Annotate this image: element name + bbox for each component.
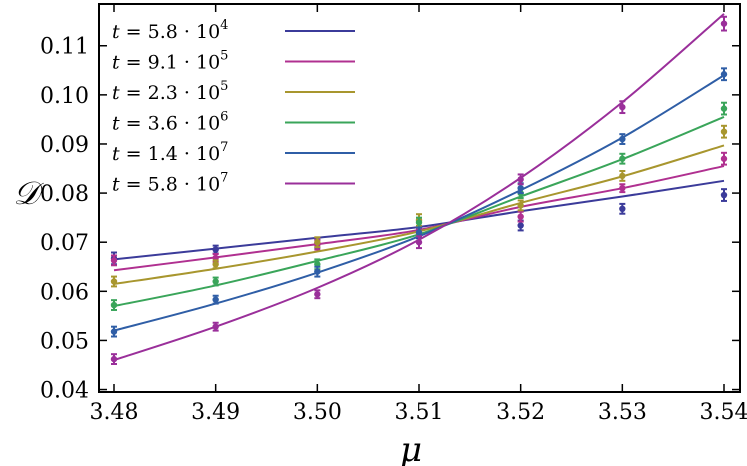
data-point bbox=[720, 128, 728, 135]
data-point bbox=[415, 229, 423, 236]
y-tick-label: 0.08 bbox=[40, 182, 89, 207]
x-tick-label: 3.51 bbox=[395, 400, 444, 425]
x-tick-label: 3.54 bbox=[700, 400, 747, 425]
data-point bbox=[619, 155, 626, 162]
y-tick-label: 0.05 bbox=[40, 329, 89, 354]
data-point bbox=[415, 239, 423, 246]
legend-label: t = 5.8 · 104 bbox=[112, 18, 228, 43]
x-ticks: 3.48 3.49 3.50 3.51 3.52 3.53 3.54 bbox=[90, 4, 747, 425]
legend-item: t = 5.8 · 107 bbox=[112, 171, 355, 196]
data-point bbox=[314, 239, 321, 246]
data-point bbox=[517, 213, 524, 220]
legend-label: t = 1.4 · 107 bbox=[112, 140, 228, 165]
data-point bbox=[110, 278, 118, 285]
legend-label: t = 2.3 · 105 bbox=[112, 79, 228, 104]
data-point bbox=[720, 191, 728, 199]
data-point bbox=[720, 71, 728, 78]
data-point bbox=[110, 257, 118, 264]
data-point bbox=[720, 105, 728, 112]
x-tick-label: 3.50 bbox=[293, 400, 342, 425]
series-4 bbox=[110, 67, 728, 338]
data-point bbox=[212, 261, 219, 268]
data-point bbox=[517, 222, 524, 229]
data-point bbox=[517, 202, 524, 209]
data-point bbox=[720, 155, 728, 162]
series-layer bbox=[110, 13, 728, 366]
data-point bbox=[212, 323, 219, 330]
data-point bbox=[619, 205, 626, 213]
x-tick-label: 3.52 bbox=[496, 400, 545, 425]
y-tick-label: 0.10 bbox=[40, 84, 89, 109]
legend: t = 5.8 · 104 t = 9.1 · 105 t = 2.3 · 105 t… bbox=[112, 18, 355, 196]
data-point bbox=[314, 291, 321, 298]
data-point bbox=[212, 296, 219, 303]
data-point bbox=[415, 219, 423, 226]
x-tick-label: 3.48 bbox=[90, 400, 139, 425]
legend-label: t = 5.8 · 107 bbox=[112, 171, 228, 196]
data-point bbox=[110, 355, 118, 363]
data-point bbox=[314, 268, 321, 275]
legend-item: t = 1.4 · 107 bbox=[112, 140, 355, 165]
data-point bbox=[619, 103, 626, 111]
data-point bbox=[619, 135, 626, 143]
data-point bbox=[110, 328, 118, 335]
y-tick-label: 0.04 bbox=[40, 379, 89, 404]
legend-label: t = 9.1 · 105 bbox=[112, 49, 228, 74]
data-point bbox=[212, 278, 219, 285]
x-tick-label: 3.53 bbox=[598, 400, 647, 425]
y-ticks: 0.04 0.05 0.06 0.07 0.08 0.09 0.10 0.11 bbox=[40, 35, 740, 404]
data-point bbox=[517, 176, 524, 183]
data-point bbox=[517, 184, 524, 192]
data-point bbox=[619, 172, 626, 180]
data-point bbox=[212, 246, 219, 253]
data-point bbox=[619, 184, 626, 192]
series-5 bbox=[110, 13, 728, 366]
y-tick-label: 0.07 bbox=[40, 231, 89, 256]
y-tick-label: 0.06 bbox=[40, 280, 89, 305]
x-axis-label: μ bbox=[400, 430, 422, 466]
y-tick-label: 0.11 bbox=[40, 35, 89, 60]
data-point bbox=[110, 301, 118, 309]
legend-item: t = 9.1 · 105 bbox=[112, 49, 355, 74]
legend-item: t = 2.3 · 105 bbox=[112, 79, 355, 104]
legend-item: t = 3.6 · 106 bbox=[112, 110, 355, 135]
x-tick-label: 3.49 bbox=[191, 400, 240, 425]
data-point bbox=[720, 20, 728, 27]
y-tick-label: 0.09 bbox=[40, 133, 89, 158]
legend-item: t = 5.8 · 104 bbox=[112, 18, 355, 43]
legend-label: t = 3.6 · 106 bbox=[112, 110, 228, 135]
